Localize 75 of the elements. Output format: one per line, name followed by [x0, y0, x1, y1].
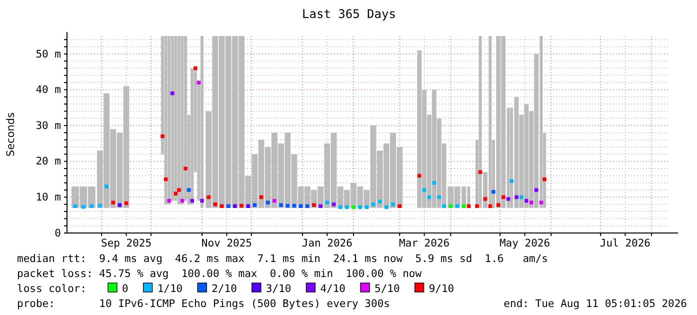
- legend-label: 5/10: [374, 283, 400, 295]
- point: [167, 198, 171, 203]
- y-tick-label: 40 m: [36, 84, 61, 96]
- point: [358, 205, 362, 210]
- legend-title: loss color:: [17, 283, 87, 295]
- point: [534, 188, 538, 192]
- legend-label: 9/10: [428, 283, 454, 295]
- y-tick-label: 20 m: [36, 156, 61, 168]
- x-tick-label: Sep 2025: [100, 237, 152, 250]
- x-tick-label: Jul 2026: [600, 237, 650, 250]
- text: probe: 10 IPv6-ICMP Echo Pings (500 Bytes) every 300s: [17, 298, 390, 310]
- point: [529, 200, 534, 204]
- y-tick-label: 30 m: [36, 120, 61, 132]
- point: [233, 204, 237, 208]
- point: [510, 179, 514, 183]
- y-axis-title: Seconds: [5, 112, 17, 157]
- point: [200, 198, 204, 203]
- point: [520, 195, 524, 200]
- point: [104, 184, 108, 188]
- point: [378, 200, 382, 204]
- point: [306, 204, 310, 208]
- point: [492, 190, 496, 194]
- point: [506, 197, 510, 201]
- text: end: Tue Aug 11 05:01:05 2026: [504, 298, 687, 310]
- point: [318, 204, 322, 208]
- point: [184, 166, 188, 170]
- point: [325, 200, 330, 204]
- point: [514, 195, 518, 200]
- point: [272, 198, 276, 203]
- point: [82, 204, 86, 209]
- point: [442, 204, 446, 208]
- x-tick-label: Jan 2026: [302, 237, 352, 250]
- x-tick-label: Mar 2026: [399, 237, 450, 250]
- point: [174, 192, 178, 196]
- point: [98, 204, 102, 208]
- point: [240, 204, 244, 208]
- point: [352, 205, 356, 210]
- point: [524, 198, 528, 203]
- legend-label: 0: [122, 283, 128, 295]
- point: [194, 66, 198, 70]
- point: [478, 170, 482, 174]
- point: [118, 203, 122, 207]
- point: [391, 202, 395, 206]
- point: [542, 177, 546, 182]
- x-tick-label: May 2026: [499, 237, 550, 250]
- point: [496, 203, 500, 207]
- point: [398, 204, 402, 208]
- point: [384, 205, 388, 210]
- point: [252, 203, 257, 207]
- point: [312, 203, 316, 207]
- point: [170, 91, 174, 96]
- point: [111, 200, 115, 204]
- point: [422, 188, 426, 192]
- chart-title: Last 365 Days: [302, 7, 396, 21]
- legend-label: 4/10: [320, 283, 346, 295]
- point: [279, 203, 283, 207]
- point: [177, 188, 181, 192]
- legend-label: 3/10: [266, 283, 292, 295]
- y-tick-label: 50 m: [36, 48, 61, 60]
- point: [483, 197, 488, 201]
- point: [160, 134, 164, 138]
- point: [475, 204, 479, 208]
- point: [206, 195, 210, 200]
- text: median rtt: 9.4 ms avg 46.2 ms max 7.1 ms min 24.1 ms now 5.9 ms sd 1.6 am/s: [17, 253, 548, 265]
- legend-label: 2/10: [212, 283, 237, 295]
- point: [196, 80, 201, 84]
- y-tick-label: 10 m: [36, 192, 61, 204]
- point: [186, 188, 191, 192]
- legend-label: 1/10: [157, 283, 183, 295]
- y-tick-label: 0: [54, 227, 61, 240]
- point: [266, 200, 270, 204]
- x-tick-label: Nov 2025: [201, 237, 252, 250]
- text: packet loss: 45.75 % avg 100.00 % max 0.00 % min 100.00 % now: [17, 268, 422, 280]
- point: [539, 200, 544, 204]
- point: [345, 205, 349, 210]
